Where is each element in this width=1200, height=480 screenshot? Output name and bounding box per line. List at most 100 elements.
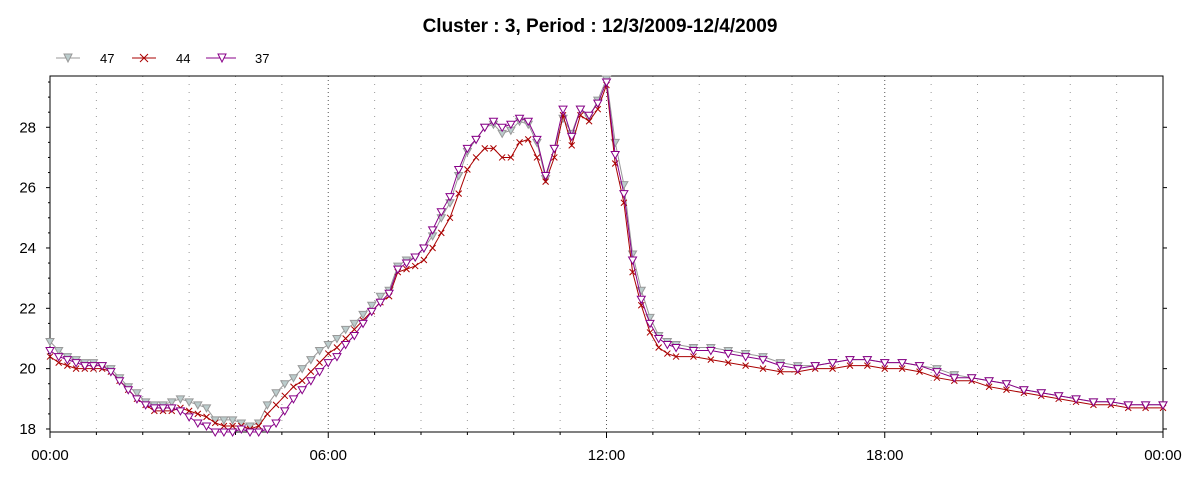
data-point-37 (445, 193, 455, 202)
data-point-37 (488, 117, 499, 127)
data-point-44 (742, 362, 749, 369)
data-point-47 (219, 416, 229, 425)
data-point-44 (194, 410, 202, 418)
data-point-37 (671, 344, 681, 353)
data-point-44 (290, 383, 297, 391)
data-point-37 (1158, 401, 1168, 410)
data-point-44 (72, 365, 80, 372)
data-point-47 (175, 395, 186, 404)
data-point-37 (305, 377, 316, 386)
data-point-44 (568, 142, 576, 149)
data-point-44 (507, 154, 515, 161)
data-point-44 (898, 365, 906, 372)
data-point-37 (862, 356, 873, 365)
data-point-37 (532, 135, 542, 145)
data-point-44 (464, 166, 471, 173)
data-point-37 (236, 425, 247, 434)
data-point-47 (349, 319, 360, 329)
legend-marker-44 (139, 53, 149, 63)
data-point-37 (332, 353, 342, 362)
data-point-44 (220, 422, 228, 430)
data-point-37 (966, 374, 977, 383)
x-tick-label: 00:00 (31, 447, 69, 464)
grid (95, 76, 1118, 432)
data-point-44 (255, 422, 263, 430)
data-point-37 (1036, 389, 1047, 398)
data-point-37 (340, 341, 351, 350)
legend-label-47: 47 (100, 51, 114, 66)
legend-item-44: 44 (132, 51, 190, 66)
data-point-44 (316, 359, 323, 366)
data-point-44 (1003, 386, 1010, 394)
data-point-37 (688, 347, 699, 356)
data-point-37 (1001, 380, 1012, 389)
x-tick-label: 18:00 (866, 447, 904, 464)
data-point-37 (523, 117, 534, 127)
data-point-44 (272, 401, 280, 409)
x-tick-label: 12:00 (588, 447, 626, 464)
data-point-37 (575, 105, 586, 115)
data-point-37 (949, 374, 960, 383)
x-tick-label: 00:00 (1144, 447, 1182, 464)
data-point-47 (323, 341, 334, 350)
data-point-37 (1053, 392, 1064, 401)
data-point-37 (149, 404, 160, 413)
y-tick-label: 22 (19, 300, 36, 317)
data-point-37 (453, 166, 464, 175)
data-point-37 (106, 368, 116, 377)
data-point-37 (584, 111, 594, 121)
data-point-44 (690, 353, 697, 360)
data-point-44 (185, 407, 193, 415)
data-point-37 (436, 208, 447, 217)
data-point-37 (88, 362, 99, 371)
data-point-44 (490, 145, 497, 152)
x-tick-label: 06:00 (309, 447, 347, 464)
data-point-47 (53, 347, 64, 356)
data-point-44 (211, 419, 219, 427)
data-point-37 (505, 120, 516, 130)
y-tick-label: 20 (19, 361, 36, 378)
data-point-47 (297, 365, 308, 374)
data-point-37 (184, 413, 194, 422)
data-point-44 (585, 117, 593, 125)
data-point-47 (358, 310, 368, 320)
legend-item-47: 47 (56, 51, 114, 66)
data-point-37 (366, 307, 377, 317)
data-point-44 (281, 392, 289, 400)
data-point-44 (577, 111, 584, 119)
data-point-47 (132, 389, 142, 398)
data-point-44 (264, 410, 271, 418)
data-point-44 (46, 353, 54, 360)
data-point-37 (97, 362, 108, 371)
axes: 18 20 22 24 26 28 00:00 06:00 12:00 18:00 00:00 (19, 75, 1182, 464)
data-point-47 (375, 292, 386, 302)
data-point-37 (288, 395, 299, 404)
data-point-44 (203, 413, 210, 421)
data-point-37 (62, 356, 73, 365)
data-point-44 (985, 383, 993, 391)
legend: 47 44 37 (56, 51, 269, 66)
data-point-37 (914, 362, 925, 371)
data-point-37 (314, 368, 325, 377)
data-point-44 (350, 326, 358, 333)
data-point-37 (297, 386, 308, 395)
y-tick-label: 24 (19, 240, 36, 257)
data-point-37 (192, 419, 203, 428)
data-point-37 (384, 289, 394, 299)
data-point-37 (1140, 401, 1151, 410)
data-point-37 (1123, 401, 1134, 410)
data-point-37 (558, 105, 568, 115)
data-point-44 (498, 154, 506, 161)
data-point-37 (514, 114, 525, 124)
data-point-44 (916, 368, 923, 376)
data-point-37 (497, 123, 508, 133)
data-point-37 (410, 253, 421, 263)
data-point-37 (592, 99, 603, 109)
data-point-44 (55, 359, 63, 366)
data-point-44 (620, 199, 628, 207)
data-point-37 (427, 226, 438, 235)
data-point-44 (594, 105, 602, 113)
data-point-44 (307, 368, 315, 376)
data-point-47 (262, 401, 273, 410)
data-point-37 (132, 395, 142, 404)
